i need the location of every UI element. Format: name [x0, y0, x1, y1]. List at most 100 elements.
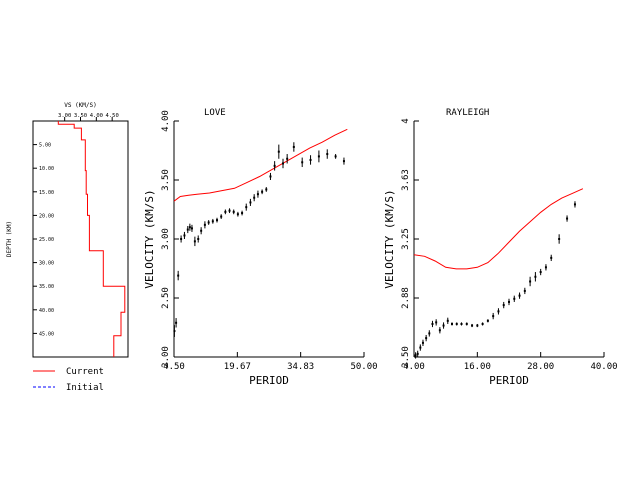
legend: Current Initial [33, 367, 104, 393]
y-tick-label: 2.50 [401, 346, 411, 368]
model-y-tick-label: 40.00 [39, 308, 54, 314]
model-y-tick-label: 25.00 [39, 237, 54, 243]
y-tick-label: 3.50 [161, 169, 171, 191]
observed-point [476, 324, 479, 327]
model-y-tick-label: 30.00 [39, 261, 54, 267]
x-tick-label: 40.00 [590, 362, 617, 372]
observed-point [544, 266, 547, 269]
observed-point [228, 209, 231, 212]
observed-point [220, 215, 223, 218]
observed-point [428, 332, 431, 335]
observed-point [486, 319, 489, 322]
x-axis-title: PERIOD [249, 374, 289, 387]
observed-point [207, 221, 210, 224]
observed-point [309, 158, 312, 161]
dispersion-current-curve [173, 128, 348, 202]
vs-depth-model-panel: VS (KM/S) 3.00 3.50 4.00 4.50 5.00 10.00 15.00 2… [6, 102, 129, 358]
observed-point [508, 300, 510, 303]
observed-point [534, 275, 537, 278]
observed-point [566, 217, 569, 220]
observed-point [451, 322, 453, 325]
model-x-tick-label: 4.00 [90, 113, 103, 119]
y-tick-label: 4.00 [161, 110, 171, 132]
observed-point [431, 322, 434, 325]
y-tick-label: 2.50 [161, 287, 171, 309]
observed-point [180, 238, 183, 240]
observed-point [249, 201, 252, 204]
chart-title: RAYLEIGH [446, 108, 489, 118]
observed-point [539, 271, 542, 274]
observed-point [446, 319, 449, 322]
legend-label-initial: Initial [66, 383, 104, 393]
observed-point [183, 234, 186, 237]
chart-title: LOVE [204, 108, 226, 118]
model-x-tick-label: 3.00 [58, 113, 71, 119]
model-y-tick-label: 5.00 [39, 143, 51, 149]
model-x-axis-title: VS (KM/S) [64, 102, 97, 109]
y-tick-label: 4 [401, 118, 411, 123]
y-tick-label: 3.25 [401, 228, 411, 250]
x-axis-title: PERIOD [489, 374, 529, 387]
y-tick-label: 3.63 [401, 169, 411, 191]
observed-point [481, 322, 484, 325]
observed-point [421, 341, 424, 344]
y-tick-label: 2.00 [161, 346, 171, 368]
observed-point [292, 145, 295, 148]
model-y-tick-label: 15.00 [39, 190, 54, 196]
observed-point [200, 229, 203, 232]
observed-point [301, 161, 304, 164]
observed-point [442, 324, 445, 327]
observed-point [256, 193, 259, 196]
x-tick-label: 16.00 [464, 362, 491, 372]
model-x-tick-label: 4.50 [106, 113, 119, 119]
observed-point [529, 280, 532, 283]
model-x-tick-label: 3.50 [74, 113, 87, 119]
observed-point [419, 346, 422, 349]
observed-point [177, 274, 180, 277]
dispersion-current-curve [413, 188, 584, 270]
observed-point [265, 188, 268, 191]
model-y-axis-title: DEPTH (KM) [6, 221, 13, 257]
observed-point [573, 203, 576, 206]
model-vs-current-line [57, 121, 126, 357]
model-y-tick-label: 45.00 [39, 331, 54, 337]
legend-label-current: Current [66, 367, 104, 377]
observed-point [416, 352, 419, 355]
observed-point [241, 212, 244, 215]
x-tick-label: 19.67 [224, 362, 251, 372]
model-y-tick-label: 20.00 [39, 213, 54, 219]
observed-point [261, 190, 264, 193]
observed-point [438, 329, 441, 332]
observed-point [414, 354, 417, 357]
observed-point [497, 310, 500, 313]
observed-point [460, 322, 463, 325]
observed-point [326, 153, 329, 156]
observed-point [465, 322, 468, 325]
observed-point [224, 210, 227, 213]
observed-point [216, 219, 219, 222]
y-tick-label: 3.00 [161, 228, 171, 250]
x-tick-label: 28.00 [527, 362, 554, 372]
observed-point [203, 223, 206, 226]
observed-point [193, 240, 196, 243]
observed-point [334, 155, 337, 158]
observed-point [188, 226, 191, 229]
model-y-tick-label: 35.00 [39, 284, 54, 290]
observed-point [518, 294, 521, 297]
observed-point [186, 228, 189, 231]
observed-point [253, 196, 256, 199]
x-tick-label: 4.50 [163, 362, 185, 372]
observed-point [492, 315, 495, 318]
x-tick-label: 34.83 [287, 362, 314, 372]
y-axis-title: VELOCITY (KM/S) [143, 189, 156, 288]
observed-point [425, 337, 428, 340]
observed-point [190, 227, 193, 230]
observed-point [277, 150, 280, 153]
observed-point [455, 322, 458, 325]
observed-point [211, 220, 214, 223]
observed-point [281, 162, 284, 165]
y-tick-label: 2.88 [401, 287, 411, 309]
x-tick-label: 50.00 [350, 362, 377, 372]
observed-point [558, 238, 561, 240]
